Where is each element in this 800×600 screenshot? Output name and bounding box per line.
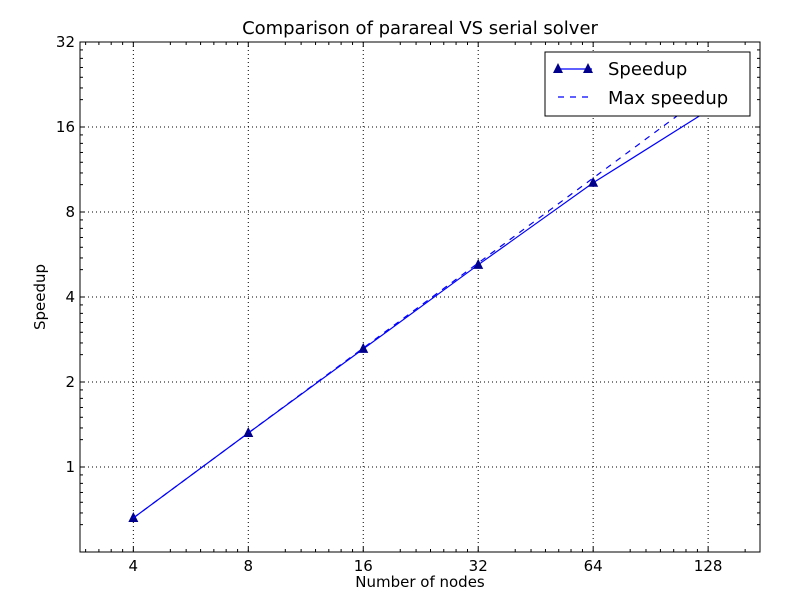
x-tick-label: 64: [584, 557, 603, 575]
legend-max-speedup-label: Max speedup: [608, 88, 728, 109]
legend: Speedup Max speedup: [544, 51, 751, 117]
y-tick-label: 4: [65, 288, 75, 306]
y-tick-label: 2: [65, 373, 75, 391]
x-axis-label: Number of nodes: [355, 573, 485, 591]
x-tick-label: 32: [469, 557, 488, 575]
data-point-speedup: [588, 176, 599, 187]
x-tick-label: 4: [129, 557, 139, 575]
data-point-speedup: [473, 258, 484, 269]
legend-box: [544, 51, 751, 117]
chart-title: Comparison of parareal VS serial solver: [242, 18, 598, 39]
data-point-speedup: [128, 511, 139, 522]
y-axis-label: Speedup: [31, 264, 49, 330]
series-line-speedup: [132, 109, 709, 519]
legend-speedup-label: Speedup: [608, 59, 687, 80]
legend-speedup-marker-left: [553, 63, 563, 73]
y-tick-label: 32: [56, 33, 75, 51]
data-point-speedup: [243, 426, 254, 437]
x-tick-label: 16: [354, 557, 373, 575]
grid-lines: [80, 42, 760, 552]
series-layer: [128, 92, 714, 522]
axis-ticks: 4 8 16 32 64 128 1 2 4 8 16 32: [56, 33, 760, 575]
x-tick-label: 8: [244, 557, 254, 575]
data-point-speedup: [358, 342, 369, 353]
legend-speedup-marker-right: [583, 63, 593, 73]
x-tick-label: 128: [694, 557, 723, 575]
y-tick-label: 8: [65, 203, 75, 221]
y-tick-label: 1: [65, 458, 75, 476]
y-tick-label: 16: [56, 118, 75, 136]
